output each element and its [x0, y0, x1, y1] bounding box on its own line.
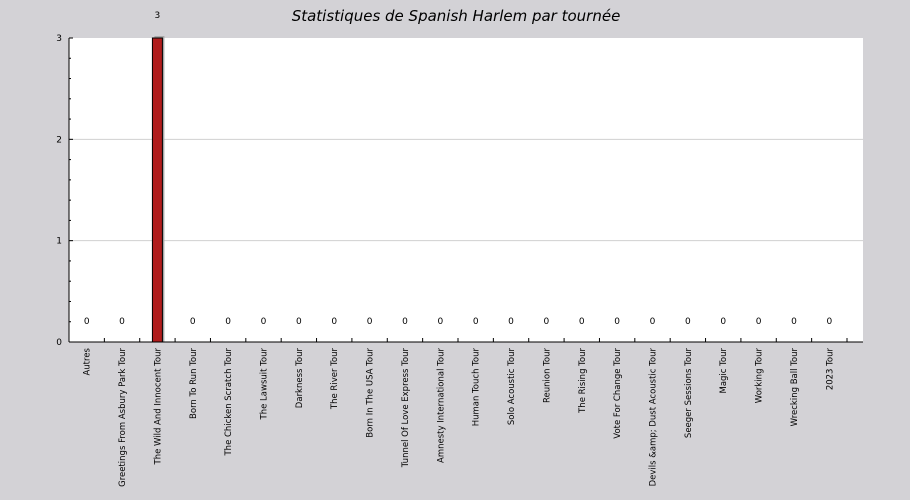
- x-category-label: Seeger Sessions Tour: [684, 348, 694, 439]
- data-labels: 0 0 3 0 0 0 0 0 0 0 0 0 0 0 0 0 0 0 0 0 0 0: [84, 11, 833, 327]
- plot-area: [69, 38, 863, 342]
- data-label: 0: [579, 317, 585, 327]
- x-category-label: 2023 Tour: [825, 348, 835, 391]
- y-axis-ticks: 0 1 2 3: [56, 34, 73, 348]
- data-label: 0: [544, 317, 550, 327]
- data-label: 0: [650, 317, 656, 327]
- data-label: 3: [155, 11, 161, 21]
- data-label: 0: [261, 317, 267, 327]
- x-category-label: The River Tour: [330, 348, 340, 411]
- x-category-label: Greetings From Asbury Park Tour: [118, 348, 128, 487]
- bars: [151, 36, 165, 343]
- x-category-label: Born To Run Tour: [189, 348, 199, 419]
- x-category-label: Solo Acoustic Tour: [507, 348, 517, 426]
- chart-title: Statistiques de Spanish Harlem par tourn…: [292, 7, 621, 25]
- data-label: 0: [296, 317, 302, 327]
- x-category-label: The Chicken Scratch Tour: [224, 348, 234, 457]
- axes: [68, 38, 863, 343]
- x-axis-labels: Autres Greetings From Asbury Park Tour The…: [83, 347, 836, 486]
- x-category-label: Amnesty International Tour: [436, 348, 446, 463]
- x-category-label: Born In The USA Tour: [366, 348, 376, 438]
- x-category-label: Tunnel Of Love Express Tour: [401, 348, 411, 469]
- data-label: 0: [473, 317, 479, 327]
- data-label: 0: [331, 317, 337, 327]
- y-tick-label: 1: [56, 237, 62, 247]
- data-label: 0: [119, 317, 125, 327]
- grid-lines: [69, 138, 863, 242]
- data-label: 0: [367, 317, 373, 327]
- x-category-label: Darkness Tour: [295, 348, 305, 409]
- x-category-label: The Lawsuit Tour: [260, 347, 270, 420]
- data-label: 0: [225, 317, 231, 327]
- data-label: 0: [84, 317, 90, 327]
- data-label: 0: [791, 317, 797, 327]
- x-category-label: Reunion Tour: [542, 348, 552, 404]
- y-tick-label: 0: [56, 338, 62, 348]
- data-label: 0: [614, 317, 620, 327]
- data-label: 0: [685, 317, 691, 327]
- data-label: 0: [720, 317, 726, 327]
- data-label: 0: [508, 317, 514, 327]
- x-category-label: Devils &amp; Dust Acoustic Tour: [649, 347, 659, 486]
- data-label: 0: [402, 317, 408, 327]
- data-label: 0: [437, 317, 443, 327]
- x-category-label: Human Touch Tour: [472, 348, 482, 427]
- x-category-label: The Wild And Innocent Tour: [153, 348, 163, 466]
- bar: [151, 37, 163, 343]
- x-category-label: Working Tour: [755, 347, 765, 403]
- data-label: 0: [826, 317, 832, 327]
- x-category-label: Autres: [83, 347, 93, 375]
- x-category-label: Vote For Change Tour: [613, 348, 623, 439]
- data-label: 0: [190, 317, 196, 327]
- data-label: 0: [756, 317, 762, 327]
- y-tick-label: 3: [56, 34, 62, 44]
- y-tick-label: 2: [56, 135, 62, 145]
- x-category-label: The Rising Tour: [578, 348, 588, 414]
- x-category-label: Wrecking Ball Tour: [790, 348, 800, 427]
- x-category-label: Magic Tour: [719, 348, 729, 394]
